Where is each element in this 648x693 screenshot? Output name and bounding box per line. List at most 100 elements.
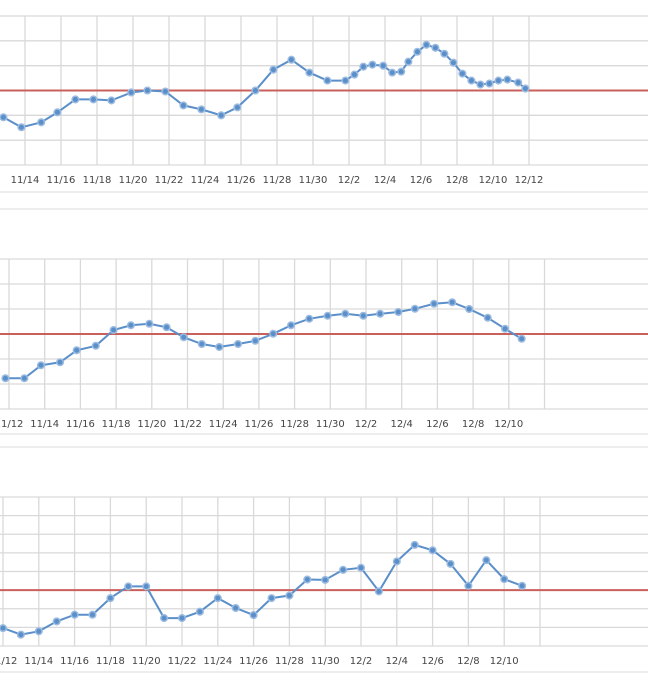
data-point	[251, 336, 260, 345]
x-tick-label: 12/6	[421, 656, 443, 667]
x-tick-label: 12/8	[446, 175, 468, 186]
data-point	[339, 565, 348, 574]
data-point	[162, 323, 171, 332]
data-point	[197, 105, 206, 114]
data-point	[392, 557, 401, 566]
x-tick-label: 11/18	[102, 419, 131, 430]
data-point	[215, 342, 224, 352]
data-point	[109, 325, 118, 335]
data-point	[213, 594, 222, 603]
data-point	[464, 581, 473, 590]
data-point	[514, 78, 523, 87]
data-point	[0, 113, 8, 122]
data-point	[267, 594, 276, 603]
x-tick-label: 11/22	[155, 175, 184, 186]
data-point	[305, 68, 314, 77]
data-point	[89, 95, 98, 104]
data-point	[145, 319, 154, 328]
data-point	[71, 95, 80, 104]
x-tick-label: 11/22	[173, 419, 202, 430]
data-point	[521, 84, 530, 93]
data-point	[397, 67, 406, 76]
x-tick-label: 11/24	[203, 656, 232, 667]
data-point	[269, 329, 278, 338]
x-tick-label: 11/26	[239, 656, 268, 667]
data-point	[376, 309, 385, 318]
data-point	[394, 307, 403, 317]
data-point	[37, 118, 46, 127]
data-point	[233, 103, 242, 112]
data-point	[482, 556, 491, 565]
x-tick-label: 12/4	[390, 419, 412, 430]
series-line	[2, 43, 527, 129]
data-point	[269, 65, 278, 74]
data-point	[195, 607, 204, 616]
data-point	[233, 339, 243, 349]
x-tick-label: 12/4	[386, 656, 408, 667]
data-point	[143, 86, 152, 95]
data-point	[197, 339, 206, 349]
x-tick-label: 11/30	[311, 656, 340, 667]
data-point	[52, 617, 61, 626]
x-tick-label: 11/20	[132, 656, 161, 667]
x-tick-label: 11/20	[137, 419, 166, 430]
x-tick-label: 11/14	[11, 175, 40, 186]
data-point	[1, 374, 10, 383]
data-point	[485, 79, 494, 88]
x-tick-label: 12/2	[355, 419, 377, 430]
data-point	[350, 70, 359, 79]
data-point	[356, 563, 366, 572]
x-tick-label: 11/26	[244, 419, 273, 430]
x-tick-label: 11/12	[0, 419, 23, 430]
data-point	[106, 594, 115, 603]
data-point	[72, 346, 81, 355]
data-point	[518, 581, 527, 590]
x-tick-label: 12/10	[494, 419, 523, 430]
x-tick-label: 11/20	[119, 175, 148, 186]
data-point	[70, 610, 79, 619]
data-point	[467, 76, 476, 85]
x-tick-label: 12/8	[462, 419, 484, 430]
data-point	[285, 591, 294, 600]
x-tick-label: 12/2	[338, 175, 360, 186]
data-point	[17, 123, 26, 132]
x-tick-label: 11/16	[47, 175, 76, 186]
x-tick-label: 12/12	[515, 175, 544, 186]
data-point	[91, 341, 100, 350]
data-point	[374, 587, 383, 596]
x-tick-label: 12/6	[426, 419, 448, 430]
data-point	[36, 361, 46, 370]
data-point	[429, 299, 439, 308]
data-point	[251, 86, 260, 95]
data-point	[127, 88, 136, 97]
data-point	[388, 68, 397, 77]
data-point	[177, 614, 187, 623]
data-point	[341, 76, 350, 85]
data-point	[341, 309, 350, 318]
data-point	[379, 61, 388, 70]
x-tick-label: 11/28	[280, 419, 309, 430]
data-point	[179, 333, 188, 342]
data-point	[249, 611, 258, 620]
x-tick-label: 12/2	[350, 656, 372, 667]
data-point	[286, 321, 296, 330]
data-point	[422, 40, 431, 49]
data-point	[305, 314, 314, 323]
series-line	[5, 301, 523, 380]
data-point	[404, 57, 413, 66]
x-tick-label: 11/16	[66, 419, 95, 430]
data-point	[440, 49, 449, 58]
data-point	[179, 101, 188, 110]
data-point	[231, 603, 240, 613]
data-point	[458, 69, 467, 78]
data-point	[323, 311, 332, 320]
data-point	[20, 374, 29, 383]
data-point	[88, 610, 97, 619]
data-point	[483, 313, 492, 322]
data-point	[359, 311, 368, 320]
data-point	[410, 304, 419, 313]
x-tick-label: 11/26	[227, 175, 256, 186]
data-point	[126, 321, 135, 330]
x-tick-label: 11/18	[96, 656, 125, 667]
x-tick-label: 11/28	[275, 656, 304, 667]
